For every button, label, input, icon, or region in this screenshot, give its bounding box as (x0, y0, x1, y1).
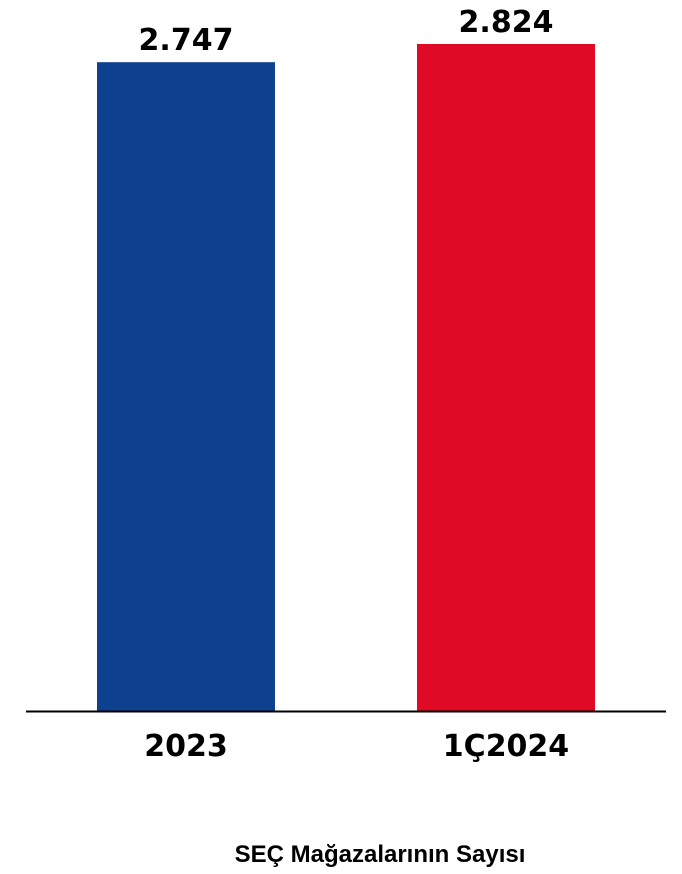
bar-1Ç2024 (417, 44, 595, 711)
tick-label-1Ç2024: 1Ç2024 (443, 729, 569, 764)
value-label-1Ç2024: 2.824 (459, 5, 554, 40)
bar-2023 (97, 62, 275, 711)
value-label-2023: 2.747 (139, 23, 234, 58)
value-labels-group: 2.747 2.824 (139, 5, 554, 58)
tick-label-2023: 2023 (144, 729, 228, 764)
chart-title: SEÇ Mağazalarının Sayısı (235, 841, 526, 868)
bars-group (97, 44, 595, 711)
tick-labels-group: 2023 1Ç2024 (144, 729, 569, 764)
